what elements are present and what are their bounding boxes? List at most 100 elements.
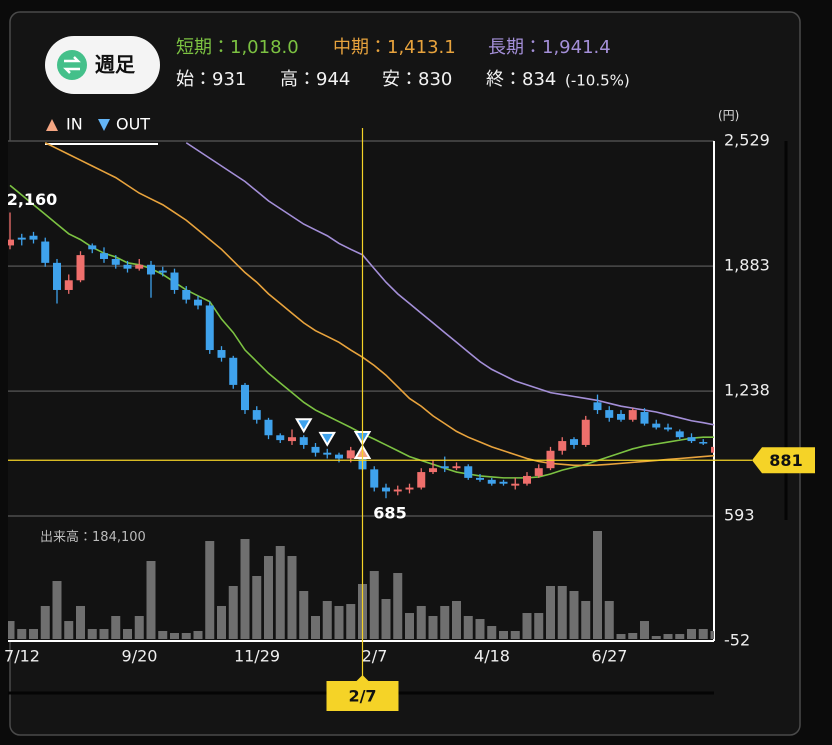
candle-body (464, 466, 473, 478)
ohlc-name: 高 (280, 69, 298, 90)
candle-body (111, 258, 120, 265)
volume-bar (123, 628, 132, 639)
volume-bar (616, 634, 626, 639)
out-legend-label: OUT (116, 115, 150, 134)
volume-bar (311, 615, 320, 639)
volume-bar (369, 571, 379, 639)
ohlc-value: 830 (418, 69, 452, 90)
volume-bar (604, 600, 614, 639)
candle-body (299, 437, 308, 445)
y-tick-label: 2,529 (724, 131, 770, 150)
volume-value: 184,100 (92, 530, 146, 545)
volume-bar (146, 560, 156, 639)
ma-legend: 短期：1,018.0 (176, 37, 299, 58)
ohlc-name: 終 (486, 69, 504, 90)
volume-bar (87, 628, 97, 639)
volume-bar (29, 628, 38, 639)
candle-body (123, 264, 132, 269)
x-tick-label: 11/29 (234, 647, 280, 666)
volume-bar (346, 604, 356, 639)
volume-bar (405, 613, 414, 639)
in-legend-icon (46, 119, 58, 131)
candle-body (487, 479, 496, 484)
ohlc-item: 始：931 (176, 69, 246, 90)
candle-body (158, 270, 167, 273)
ma-legend: 長期：1,941.4 (488, 37, 611, 58)
volume-bar (581, 600, 591, 639)
candle-body (276, 435, 285, 441)
ma-line (44, 142, 714, 467)
candle-body (135, 264, 144, 269)
volume-bar (334, 605, 344, 639)
ohlc-item: 終：834 (486, 69, 556, 90)
candle-body (405, 487, 414, 490)
candle-body (170, 272, 179, 290)
volume-bar (534, 613, 544, 639)
date-marker (326, 675, 399, 711)
volume-bar (40, 605, 50, 639)
candle-body (523, 475, 531, 484)
candle-body (440, 466, 449, 469)
x-tick-label: 9/20 (122, 647, 158, 666)
candle-body (382, 487, 390, 492)
candle-body (323, 452, 332, 455)
volume-bar (193, 630, 203, 639)
candle-body (346, 450, 355, 459)
price-annotation: 2,160 (7, 190, 58, 209)
candle-body (370, 469, 379, 488)
volume-bar (111, 615, 121, 639)
x-tick-label: 4/18 (474, 647, 510, 666)
date-marker-label: 2/7 (348, 687, 376, 706)
volume-bar (217, 605, 226, 639)
x-tick-label: 7/12 (4, 647, 40, 666)
candle-body (628, 410, 637, 420)
out-signal (318, 431, 336, 447)
volume-bar (393, 573, 403, 639)
ma-value: 1,413.1 (387, 37, 456, 58)
ohlc-value: 931 (212, 69, 246, 90)
candle-body (264, 419, 273, 436)
price-annotation: 685 (373, 504, 406, 523)
volume-bar (252, 575, 262, 639)
volume-bar (240, 539, 250, 639)
volume-bar (510, 630, 520, 639)
candle-body (687, 437, 696, 442)
candle-body (311, 446, 320, 453)
volume-bar (593, 531, 602, 639)
volume-bar (499, 630, 508, 639)
ma-separator: ： (524, 37, 542, 58)
candle-body (17, 237, 26, 240)
ohlc-separator: ： (504, 69, 522, 90)
price-marker (752, 447, 815, 474)
ma-name: 短期 (176, 37, 212, 58)
ma-separator: ： (212, 37, 230, 58)
volume-bar (710, 630, 714, 639)
button-label[interactable]: 週足 (95, 53, 136, 77)
candle-body (664, 427, 672, 430)
volume-bar (17, 628, 27, 639)
volume-bar (416, 605, 426, 639)
volume-bar (546, 586, 555, 639)
candle-body (675, 431, 684, 438)
volume-bar (322, 600, 332, 639)
volume-bar (675, 634, 685, 639)
ma-legend: 中期：1,413.1 (333, 37, 456, 58)
volume-bar (158, 630, 168, 639)
volume-bar (475, 619, 485, 639)
ohlc-separator: ： (194, 69, 212, 90)
volume-bar (52, 581, 62, 639)
volume-separator: ： (79, 530, 92, 545)
ohlc-value: 944 (316, 69, 350, 90)
volume-bar (264, 556, 273, 639)
candle-body (476, 477, 484, 480)
candle-body (593, 402, 602, 411)
candle-body (241, 384, 249, 411)
volume-bar (628, 632, 638, 639)
button-icon[interactable] (57, 50, 87, 80)
plot (8, 142, 714, 639)
candle-body (699, 442, 708, 444)
volume-bar (487, 626, 497, 639)
y-tick-label: 593 (724, 506, 755, 525)
period-button[interactable]: 週足 (45, 36, 160, 94)
candle-body (8, 239, 14, 246)
